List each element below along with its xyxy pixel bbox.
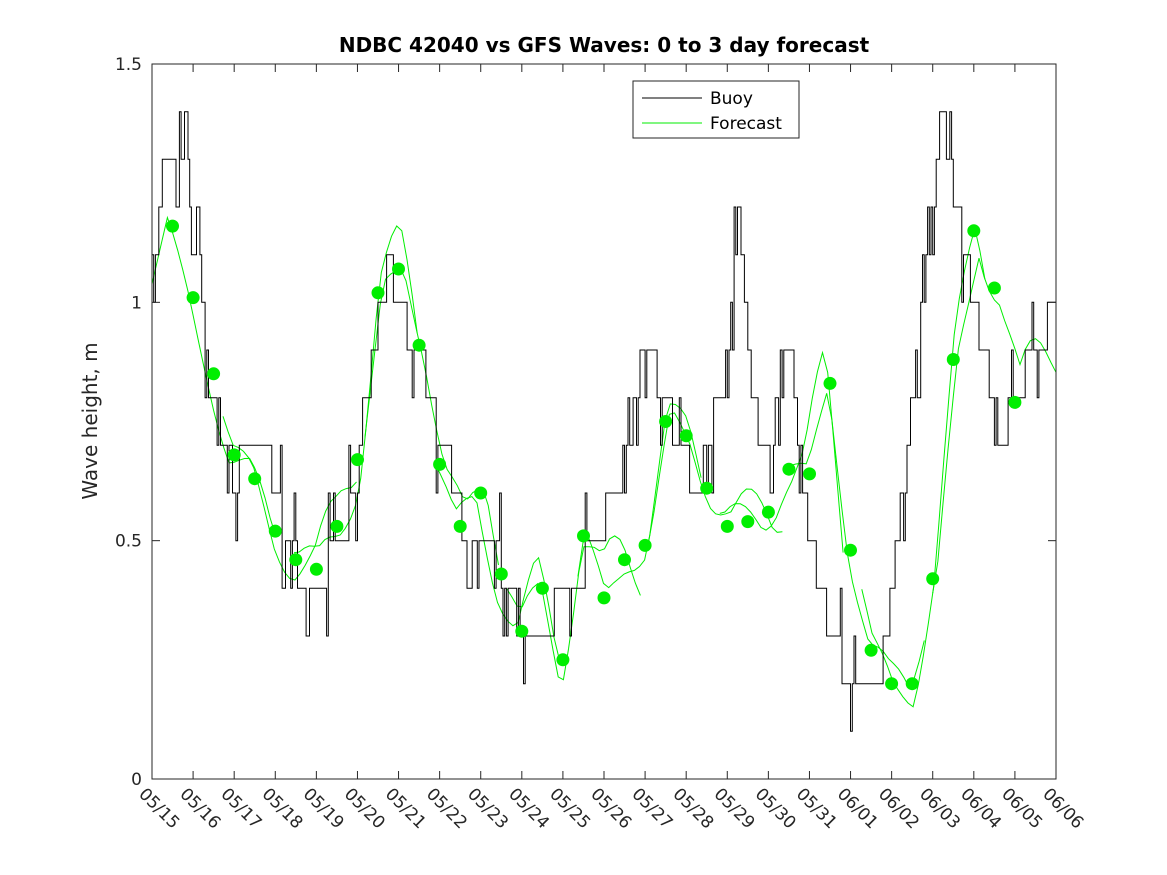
- plot-area: [152, 64, 1056, 779]
- forecast-marker: [782, 462, 796, 476]
- forecast-marker: [330, 519, 344, 533]
- forecast-marker: [1008, 395, 1022, 409]
- legend-box: [632, 80, 800, 139]
- forecast-line: [222, 416, 357, 581]
- forecast-marker: [761, 505, 775, 519]
- forecast-marker: [720, 519, 734, 533]
- y-tick-label: 1: [131, 293, 142, 313]
- forecast-marker: [515, 624, 529, 638]
- forecast-marker: [474, 486, 488, 500]
- forecast-line: [790, 393, 925, 689]
- forecast-marker: [392, 262, 405, 276]
- forecast-line: [435, 464, 560, 660]
- forecast-marker: [885, 677, 899, 691]
- forecast-marker: [227, 448, 241, 462]
- forecast-marker: [618, 553, 631, 567]
- forecast-line: [932, 257, 1057, 594]
- buoy-line: [152, 111, 1056, 732]
- chart-title: NDBC 42040 vs GFS Waves: 0 to 3 day fore…: [339, 33, 870, 57]
- forecast-marker: [926, 572, 940, 586]
- y-tick-label: 1.5: [115, 55, 142, 75]
- forecast-marker: [577, 529, 590, 543]
- forecast-marker: [535, 581, 549, 595]
- forecast-marker: [351, 453, 364, 467]
- forecast-marker: [494, 567, 508, 581]
- forecast-marker: [905, 677, 919, 691]
- y-tick-label: 0.5: [115, 532, 142, 552]
- y-axis-label: Wave height, m: [78, 342, 102, 499]
- forecast-line: [648, 412, 783, 541]
- forecast-marker: [844, 543, 857, 557]
- y-axis: 0 0.5 1 1.5: [115, 55, 1056, 790]
- forecast-line: [506, 535, 641, 681]
- forecast-marker: [412, 338, 426, 352]
- forecast-marker: [597, 591, 611, 605]
- forecast-marker: [659, 415, 673, 428]
- forecast-marker: [309, 562, 323, 576]
- forecast-marker: [556, 653, 570, 667]
- legend: Buoy Forecast: [632, 80, 800, 139]
- forecast-marker: [967, 224, 981, 238]
- legend-buoy-label: Buoy: [710, 89, 753, 109]
- forecast-marker: [946, 353, 960, 366]
- forecast-markers: [166, 219, 1022, 691]
- forecast-marker: [166, 219, 179, 233]
- forecast-marker: [864, 643, 878, 657]
- forecast-marker: [741, 515, 755, 529]
- forecast-marker: [987, 281, 1001, 295]
- y-tick-label: 0: [131, 770, 142, 790]
- legend-forecast-label: Forecast: [710, 114, 782, 134]
- forecast-marker: [207, 367, 221, 381]
- forecast-marker: [186, 291, 200, 305]
- forecast-line: [861, 228, 986, 708]
- forecast-marker: [453, 519, 467, 533]
- forecast-marker: [803, 467, 816, 481]
- forecast-marker: [700, 481, 714, 495]
- forecast-marker: [268, 524, 282, 538]
- forecast-marker: [371, 286, 385, 300]
- forecast-marker: [248, 472, 262, 486]
- forecast-marker: [433, 457, 447, 471]
- forecast-marker: [289, 553, 303, 567]
- forecast-marker: [638, 538, 652, 552]
- forecast-line: [719, 350, 844, 553]
- forecast-marker: [823, 376, 837, 390]
- forecast-marker: [679, 429, 693, 443]
